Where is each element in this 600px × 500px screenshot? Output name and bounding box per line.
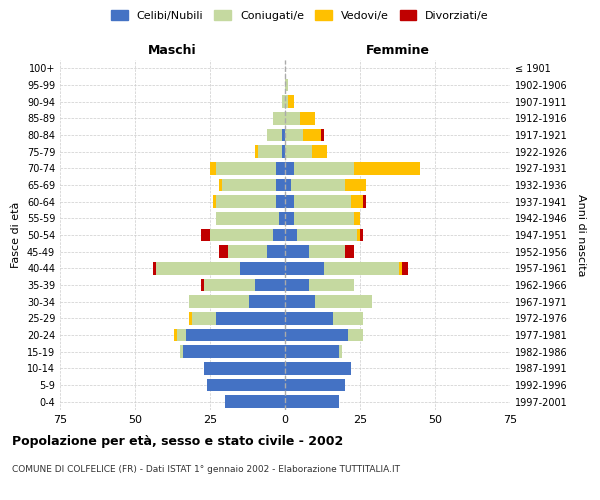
Bar: [315, 296, 372, 308]
Bar: [309, 246, 345, 258]
Bar: [285, 396, 339, 408]
Bar: [177, 329, 186, 341]
Bar: [363, 196, 366, 208]
Bar: [303, 129, 321, 141]
Bar: [216, 162, 276, 174]
Bar: [276, 196, 285, 208]
Bar: [225, 396, 285, 408]
Bar: [399, 262, 402, 274]
Bar: [240, 262, 285, 274]
Bar: [294, 212, 354, 224]
Bar: [207, 379, 285, 391]
Y-axis label: Anni di nascita: Anni di nascita: [576, 194, 586, 276]
Bar: [279, 212, 285, 224]
Bar: [285, 196, 294, 208]
Bar: [285, 262, 324, 274]
Bar: [282, 129, 285, 141]
Bar: [309, 279, 354, 291]
Bar: [333, 312, 363, 324]
Bar: [285, 146, 312, 158]
Bar: [354, 212, 360, 224]
Bar: [285, 346, 339, 358]
Bar: [258, 146, 282, 158]
Bar: [282, 146, 285, 158]
Bar: [276, 162, 285, 174]
Bar: [249, 296, 285, 308]
Bar: [288, 96, 294, 108]
Text: COMUNE DI COLFELICE (FR) - Dati ISTAT 1° gennaio 2002 - Elaborazione TUTTITALIA.: COMUNE DI COLFELICE (FR) - Dati ISTAT 1°…: [12, 465, 400, 474]
Bar: [210, 162, 216, 174]
Bar: [219, 179, 222, 192]
Bar: [204, 362, 285, 374]
Bar: [255, 146, 258, 158]
Bar: [285, 212, 294, 224]
Bar: [285, 112, 300, 124]
Bar: [219, 246, 228, 258]
Bar: [153, 262, 156, 274]
Bar: [294, 162, 354, 174]
Bar: [285, 79, 288, 92]
Bar: [339, 346, 342, 358]
Bar: [360, 229, 363, 241]
Bar: [201, 229, 210, 241]
Bar: [276, 179, 285, 192]
Bar: [222, 179, 276, 192]
Bar: [285, 179, 291, 192]
Bar: [285, 279, 309, 291]
Bar: [285, 162, 294, 174]
Bar: [285, 312, 333, 324]
Bar: [285, 246, 309, 258]
Bar: [285, 296, 315, 308]
Bar: [216, 196, 276, 208]
Bar: [285, 96, 288, 108]
Y-axis label: Fasce di età: Fasce di età: [11, 202, 21, 268]
Bar: [174, 329, 177, 341]
Text: Popolazione per età, sesso e stato civile - 2002: Popolazione per età, sesso e stato civil…: [12, 435, 343, 448]
Bar: [267, 246, 285, 258]
Text: Maschi: Maschi: [148, 44, 197, 57]
Bar: [204, 279, 255, 291]
Legend: Celibi/Nubili, Coniugati/e, Vedovi/e, Divorziati/e: Celibi/Nubili, Coniugati/e, Vedovi/e, Di…: [107, 6, 493, 25]
Bar: [312, 146, 327, 158]
Bar: [354, 162, 420, 174]
Bar: [183, 346, 285, 358]
Bar: [300, 112, 315, 124]
Bar: [180, 346, 183, 358]
Bar: [345, 179, 366, 192]
Bar: [216, 212, 279, 224]
Bar: [291, 179, 345, 192]
Bar: [189, 296, 249, 308]
Bar: [324, 262, 399, 274]
Bar: [285, 329, 348, 341]
Bar: [282, 96, 285, 108]
Bar: [213, 196, 216, 208]
Bar: [192, 312, 216, 324]
Bar: [228, 246, 267, 258]
Bar: [186, 329, 285, 341]
Bar: [267, 129, 282, 141]
Bar: [201, 279, 204, 291]
Bar: [255, 279, 285, 291]
Text: Femmine: Femmine: [365, 44, 430, 57]
Bar: [294, 196, 351, 208]
Bar: [345, 246, 354, 258]
Bar: [321, 129, 324, 141]
Bar: [210, 229, 273, 241]
Bar: [285, 362, 351, 374]
Bar: [351, 196, 363, 208]
Bar: [348, 329, 363, 341]
Bar: [273, 229, 285, 241]
Bar: [297, 229, 357, 241]
Bar: [285, 379, 345, 391]
Bar: [156, 262, 240, 274]
Bar: [402, 262, 408, 274]
Bar: [357, 229, 360, 241]
Bar: [216, 312, 285, 324]
Bar: [285, 129, 303, 141]
Bar: [189, 312, 192, 324]
Bar: [285, 229, 297, 241]
Bar: [273, 112, 285, 124]
